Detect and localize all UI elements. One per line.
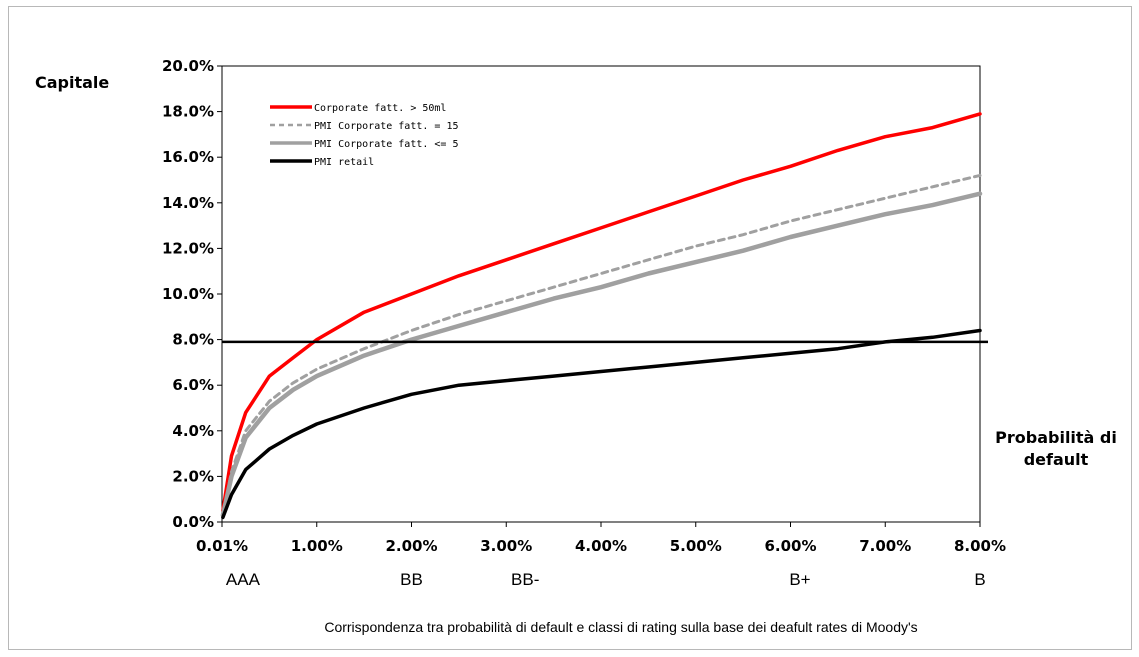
plot-border <box>221 65 981 523</box>
x-axis-title-line1: Probabilità di <box>995 428 1117 447</box>
y-tick-label: 2.0% <box>172 467 214 485</box>
series-line-1 <box>221 112 982 513</box>
legend-label-1: Corporate fatt. > 50ml <box>314 103 446 114</box>
rating-label: BB <box>400 570 423 589</box>
rating-label: AAA <box>226 570 261 589</box>
series-line-2 <box>221 173 982 517</box>
series-line-3 <box>220 191 983 518</box>
rating-label: BB- <box>511 570 539 589</box>
legend-label-4: PMI retail <box>314 157 374 168</box>
y-tick-label: 12.0% <box>162 239 214 257</box>
y-tick-label: 8.0% <box>172 331 214 349</box>
legend: Corporate fatt. > 50ml PMI Corporate fatt… <box>270 103 459 168</box>
y-tick-label: 6.0% <box>172 376 214 394</box>
y-tick-label: 20.0% <box>162 57 214 75</box>
y-tick-label: 18.0% <box>162 103 214 121</box>
x-tick-label: 4.00% <box>575 537 627 555</box>
x-axis-title-line2: default <box>1024 450 1089 469</box>
series-line-4 <box>221 328 982 520</box>
x-tick-label: 1.00% <box>291 537 343 555</box>
rating-label: B+ <box>789 570 810 589</box>
x-tick-label: 8.00% <box>954 537 1006 555</box>
y-tick-label: 14.0% <box>162 194 214 212</box>
chart-caption: Corrispondenza tra probabilità di defaul… <box>324 619 917 635</box>
chart-frame <box>8 6 1132 650</box>
series-layer <box>220 112 988 520</box>
plot-area: 0.0% 2.0% 4.0% 6.0% 8.0% 10.0% 12.0% 14.0% 16.0%… <box>162 57 1006 589</box>
y-tick-label: 10.0% <box>162 285 214 303</box>
y-tick-label: 0.0% <box>172 513 214 531</box>
x-tick-label: 2.00% <box>385 537 437 555</box>
x-tick-label: 7.00% <box>859 537 911 555</box>
y-tick-label: 4.0% <box>172 422 214 440</box>
x-tick-label: 0.01% <box>196 537 248 555</box>
legend-label-2: PMI Corporate fatt. = 15 <box>314 121 459 132</box>
x-tick-label: 5.00% <box>670 537 722 555</box>
rating-label: B <box>974 570 985 589</box>
y-tick-label: 16.0% <box>162 148 214 166</box>
x-tick-label: 6.00% <box>764 537 816 555</box>
x-tick-label: 3.00% <box>480 537 532 555</box>
y-axis-title: Capitale <box>35 73 109 92</box>
legend-label-3: PMI Corporate fatt. <= 5 <box>314 139 459 150</box>
